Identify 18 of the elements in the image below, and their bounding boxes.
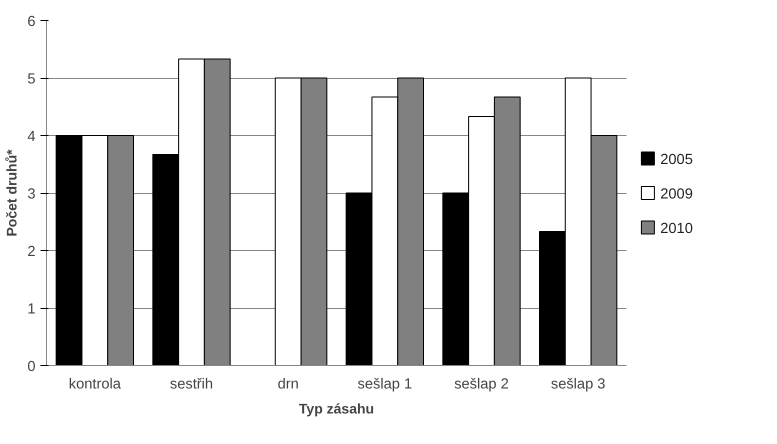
legend-label: 2009 bbox=[660, 186, 693, 202]
y-axis-title: Počet druhů* bbox=[3, 148, 20, 237]
x-tick-label: drn bbox=[278, 376, 299, 392]
y-tick-label: 1 bbox=[27, 302, 36, 318]
y-tick-label: 6 bbox=[27, 14, 36, 30]
y-tick-label: 3 bbox=[27, 186, 36, 202]
legend-label: 2005 bbox=[660, 152, 693, 168]
legend-label: 2010 bbox=[660, 221, 693, 237]
y-tick-label: 4 bbox=[27, 129, 36, 145]
x-tick-label: sestřih bbox=[170, 376, 214, 392]
x-axis-title: Typ zásahu bbox=[298, 400, 374, 416]
x-tick-label: sešlap 2 bbox=[454, 376, 509, 392]
y-tick-label: 0 bbox=[27, 359, 36, 375]
y-tick-label: 5 bbox=[27, 72, 36, 88]
x-tick-label: sešlap 3 bbox=[550, 376, 606, 392]
x-tick-label: sešlap 1 bbox=[358, 376, 412, 392]
y-tick-label: 2 bbox=[27, 244, 36, 260]
x-tick-label: kontrola bbox=[68, 376, 122, 392]
